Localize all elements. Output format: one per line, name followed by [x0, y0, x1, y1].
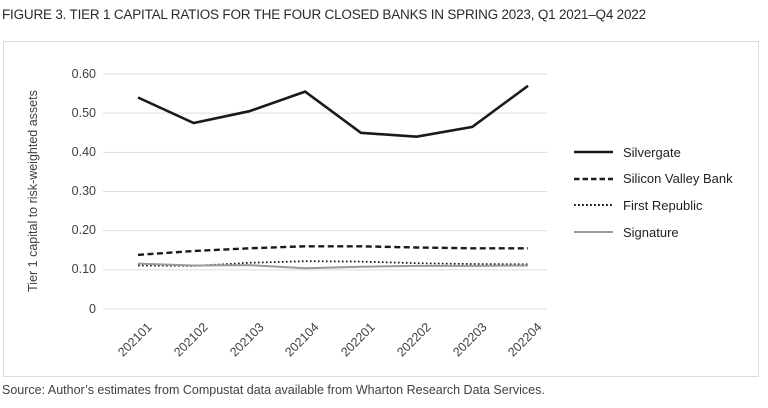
legend-label: First Republic: [623, 197, 703, 213]
legend-line-sample-solid-gray: [574, 231, 613, 234]
legend-item-first-republic: First Republic: [573, 192, 733, 219]
legend-item-signature: Signature: [573, 219, 733, 246]
y-tick-label: 0.20: [71, 223, 96, 238]
y-axis-title: Tier 1 capital to risk-weighted assets: [26, 90, 40, 292]
source-note: Source: Author’s estimates from Compusta…: [2, 383, 545, 397]
figure-title: FIGURE 3. TIER 1 CAPITAL RATIOS FOR THE …: [2, 7, 646, 22]
y-tick-label: 0.50: [71, 105, 96, 120]
legend-line-sample-solid-black: [574, 150, 613, 154]
legend-line-sample-dotted: [574, 204, 613, 207]
series-line-silicon-valley-bank: [137, 245, 528, 257]
legend-label: Silicon Valley Bank: [623, 171, 733, 187]
legend-label: Signature: [623, 224, 679, 240]
y-tick-label: 0.60: [71, 66, 96, 81]
y-tick-label: 0.40: [71, 144, 96, 159]
chart-area: 0.60 0.50 0.40 0.30 0.20 0.10 0 Tier 1 capital…: [3, 41, 759, 377]
plot-svg: [103, 73, 547, 310]
series-line-signature: [137, 262, 529, 270]
legend-item-silicon-valley-bank: Silicon Valley Bank: [573, 166, 733, 193]
legend-label: Silvergate: [623, 144, 681, 160]
y-tick-label: 0: [89, 301, 96, 316]
series-line-silvergate: [137, 84, 529, 139]
legend-item-silvergate: Silvergate: [573, 139, 733, 166]
y-tick-label: 0.30: [71, 184, 96, 198]
legend-line-sample-dashed: [574, 177, 613, 181]
y-tick-label: 0.10: [71, 262, 96, 277]
legend: Silvergate Silicon Valley Bank First Rep…: [573, 139, 733, 245]
